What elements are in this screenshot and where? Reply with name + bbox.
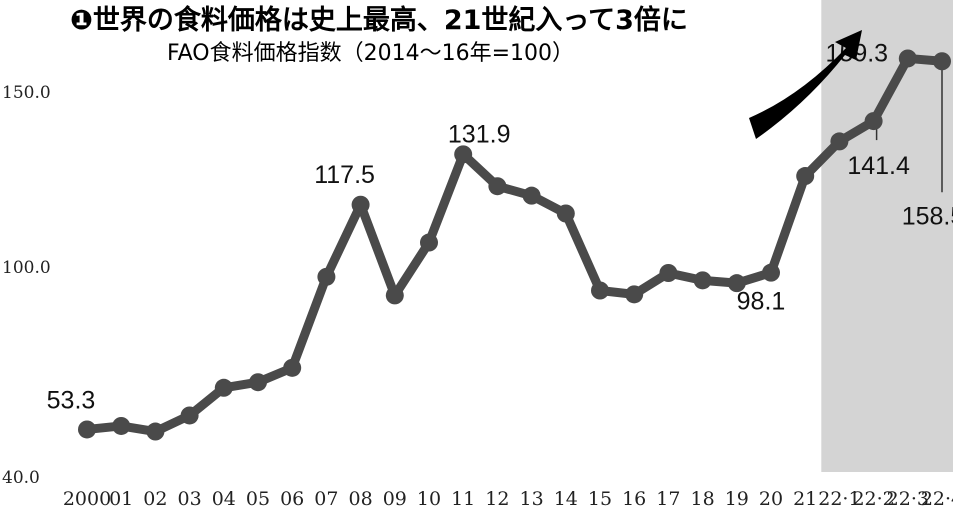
data-point-01	[112, 416, 131, 435]
data-point-02	[146, 422, 165, 441]
data-point-13	[522, 186, 541, 205]
rising-arrow	[749, 30, 862, 139]
x-tick-label: 03	[178, 488, 202, 510]
data-label: 53.3	[47, 386, 96, 414]
x-tick-label: 15	[588, 488, 612, 510]
x-tick-label: 09	[383, 488, 407, 510]
x-tick-label: 11	[451, 488, 475, 510]
x-tick-label: 06	[280, 488, 304, 510]
x-tick-label: 16	[622, 488, 646, 510]
x-tick-label: 18	[691, 488, 715, 510]
data-point-14	[556, 204, 575, 223]
x-tick-label: 08	[349, 488, 373, 510]
x-tick-label: 14	[554, 488, 578, 510]
x-tick-label: 04	[212, 488, 236, 510]
chart-subtitle: FAO食料価格指数（2014～16年=100）	[167, 41, 574, 66]
x-tick-label: 2000	[63, 488, 111, 510]
data-point-04	[214, 378, 233, 397]
2022-shaded-region	[821, 0, 953, 472]
data-point-15	[591, 281, 609, 300]
chart-title: ❶世界の食料価格は史上最高、21世紀入って3倍に	[70, 4, 688, 36]
data-point-22-2	[864, 112, 883, 131]
x-tick-label: 22·3	[887, 488, 929, 510]
x-tick-label: 22·1	[818, 488, 860, 510]
x-tick-label: 05	[246, 488, 270, 510]
x-tick-label: 10	[417, 488, 441, 510]
data-point-22-3	[898, 49, 917, 68]
data-point-06	[283, 358, 302, 377]
x-tick-label: 19	[725, 488, 749, 510]
data-point-2000	[78, 420, 96, 439]
data-point-16	[625, 285, 644, 304]
data-point-07	[317, 267, 336, 286]
data-label: 117.5	[314, 161, 375, 189]
x-tick-label: 17	[656, 488, 680, 510]
x-tick-label: 02	[143, 488, 167, 510]
y-tick-label: 150.0	[2, 83, 51, 103]
data-label: 141.4	[847, 152, 910, 180]
data-point-20	[762, 263, 780, 282]
x-tick-label: 20	[759, 488, 783, 510]
y-tick-label: 40.0	[2, 468, 40, 488]
data-point-22-4	[933, 52, 951, 71]
data-point-12	[488, 177, 507, 196]
x-tick-label: 21	[793, 488, 817, 510]
data-point-22-1	[830, 132, 849, 151]
x-tick-label: 22·4	[921, 488, 953, 510]
data-point-09	[385, 286, 404, 305]
data-label: 131.9	[448, 120, 511, 148]
data-point-19	[727, 274, 746, 293]
data-point-18	[693, 271, 712, 290]
data-point-21	[796, 167, 815, 186]
data-point-17	[659, 264, 678, 282]
x-tick-label: 12	[485, 488, 509, 510]
data-point-11	[454, 145, 473, 164]
data-label: 98.1	[737, 288, 786, 316]
data-point-10	[420, 233, 438, 252]
series-line	[82, 53, 947, 437]
y-axis-ticks: 40.0 100.0 150.0	[2, 83, 51, 488]
data-label: 158.5	[902, 202, 953, 230]
x-tick-label: 22·2	[852, 488, 894, 510]
y-tick-label: 100.0	[2, 258, 51, 278]
x-tick-label: 13	[520, 488, 544, 510]
data-point-03	[180, 406, 199, 425]
x-tick-label: 07	[314, 488, 338, 510]
x-tick-label: 01	[109, 488, 133, 510]
data-points	[78, 49, 951, 441]
data-point-05	[249, 373, 267, 392]
data-point-08	[351, 195, 370, 214]
